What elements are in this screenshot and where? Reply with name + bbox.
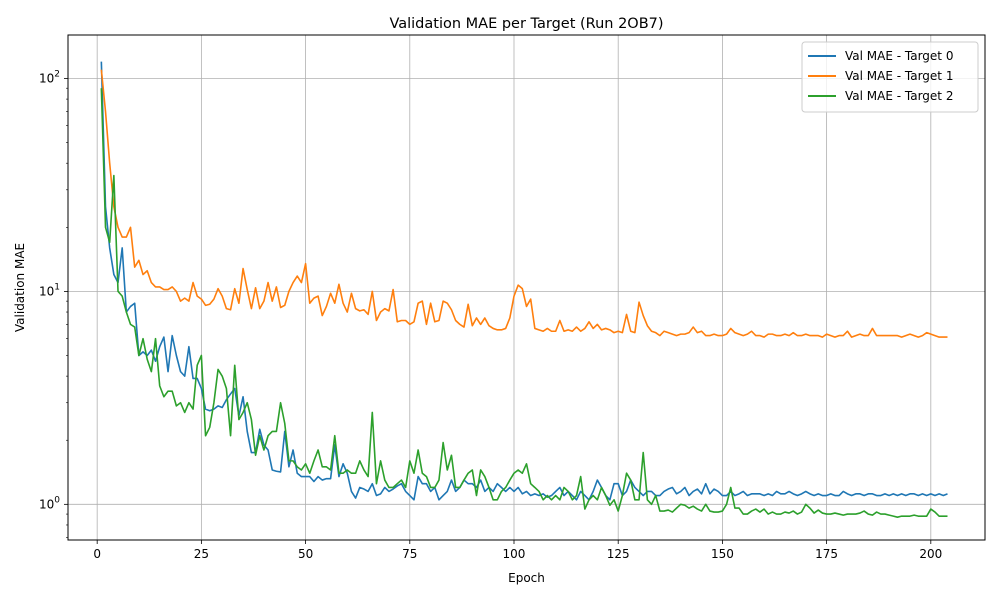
x-tick-label: 100 (503, 547, 526, 561)
legend-box (801, 41, 979, 113)
y-tick-label: 102 (39, 69, 60, 85)
x-axis-ticks: 0 25 50 75 100 125 150 175 200 (93, 540, 942, 561)
x-tick-label: 0 (93, 547, 101, 561)
x-axis-label: Epoch (508, 571, 545, 585)
y-tick-exponent: 0 (54, 495, 60, 505)
series-line-target-1 (100, 69, 948, 338)
grid (68, 35, 985, 540)
plot-frame (67, 34, 986, 541)
chart-title: Validation MAE per Target (Run 2OB7) (389, 16, 663, 32)
legend-label-target-2: Val MAE - Target 2 (845, 89, 953, 103)
y-tick-exponent: 2 (54, 69, 60, 79)
y-tick-base: 10 (39, 284, 54, 298)
x-tick-label: 200 (919, 547, 942, 561)
x-tick-label: 125 (607, 547, 630, 561)
y-axis-label: Validation MAE (13, 243, 27, 332)
x-tick-label: 75 (402, 547, 417, 561)
legend-label-target-0: Val MAE - Target 0 (845, 49, 953, 63)
x-tick-label: 175 (815, 547, 838, 561)
x-tick-label: 25 (194, 547, 209, 561)
y-tick-exponent: 1 (54, 282, 60, 292)
legend-label-target-1: Val MAE - Target 1 (845, 69, 953, 83)
legend: Val MAE - Target 0 Val MAE - Target 1 Val … (801, 41, 979, 113)
x-tick-label: 150 (711, 547, 734, 561)
x-tick-label: 50 (298, 547, 313, 561)
y-tick-base: 10 (39, 497, 54, 511)
y-tick-base: 10 (39, 71, 54, 85)
series-line-target-2 (100, 88, 948, 519)
y-tick-label: 100 (39, 495, 60, 511)
series-layer (100, 61, 948, 519)
y-tick-label: 101 (39, 282, 60, 298)
series-line-target-0 (100, 61, 948, 501)
